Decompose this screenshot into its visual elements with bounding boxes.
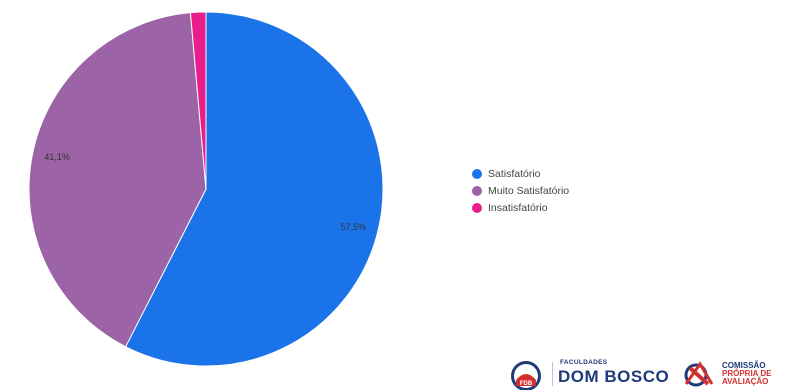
cpa-line-1: COMISSÃO	[722, 361, 766, 370]
pie-labels: 57,5% 41,1%	[44, 152, 366, 232]
slice-value-label: 57,5%	[341, 222, 367, 232]
legend-label: Satisfatório	[488, 167, 541, 180]
cpa-name: COMISSÃO PRÓPRIA DE AVALIAÇÃO	[722, 362, 772, 386]
footer-logos: FDB FACULDADES DOM BOSCO COMISSÃO PRÓPRI…	[510, 356, 787, 390]
legend-item-muito-satisfatorio[interactable]: Muito Satisfatório	[472, 182, 569, 199]
slice-satisfatorio[interactable]	[124, 11, 384, 367]
fdb-small-text: FACULDADES	[560, 359, 608, 366]
slice-value-label: 41,1%	[44, 152, 70, 162]
slice-insatisfatorio[interactable]	[189, 11, 207, 190]
cpa-line-3: AVALIAÇÃO	[722, 377, 769, 386]
logo-divider	[552, 362, 553, 386]
legend-swatch	[472, 185, 482, 196]
legend: Satisfatório Muito Satisfatório Insatisf…	[472, 165, 569, 216]
legend-label: Muito Satisfatório	[488, 184, 570, 197]
legend-swatch	[472, 202, 482, 213]
legend-item-satisfatorio[interactable]: Satisfatório	[472, 165, 569, 182]
legend-label: Insatisfatório	[488, 201, 548, 214]
cpa-line-2: PRÓPRIA DE	[722, 369, 772, 378]
fdb-seal-logo: FDB	[511, 361, 541, 390]
slice-muito-satisfatorio[interactable]	[28, 12, 207, 348]
fdb-seal-text: FDB	[520, 381, 533, 387]
legend-item-insatisfatorio[interactable]: Insatisfatório	[472, 199, 569, 216]
pie-slices	[28, 11, 384, 367]
cpa-logo	[684, 361, 714, 387]
fdb-name: DOM BOSCO	[558, 367, 670, 386]
legend-swatch	[472, 168, 482, 179]
